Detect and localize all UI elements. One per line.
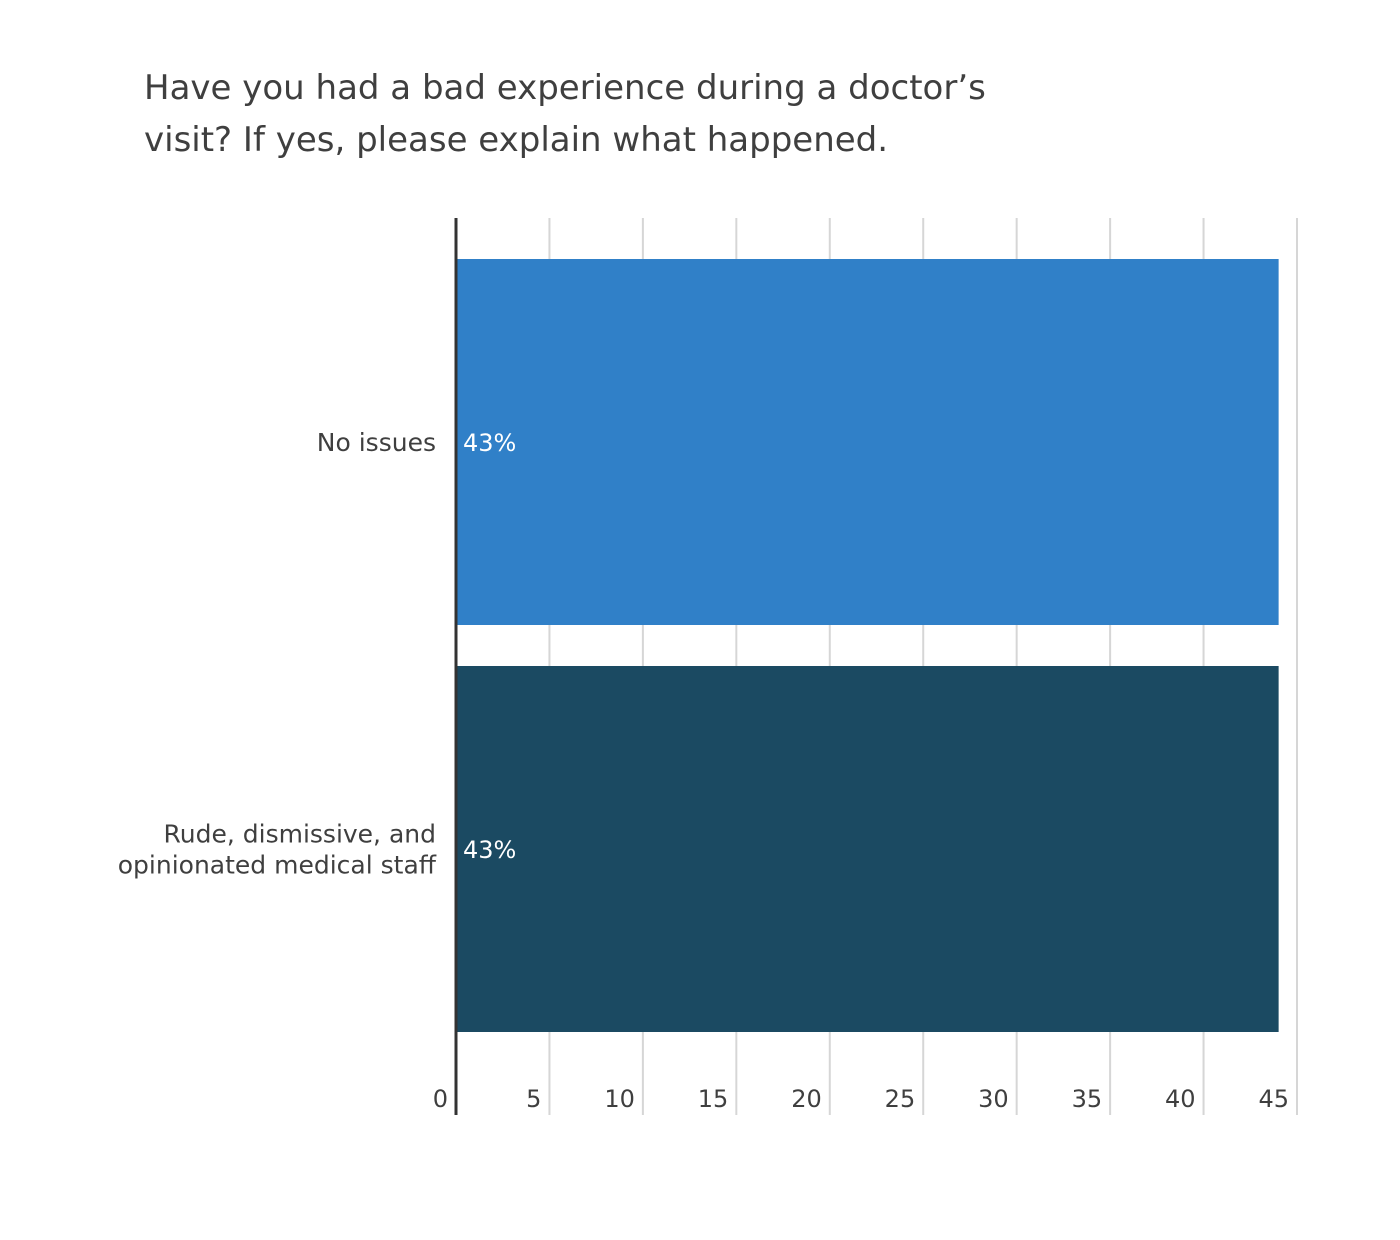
x-tick-label-5: 25 (885, 1085, 916, 1113)
x-tick-label-0: 0 (433, 1085, 448, 1113)
category-label-1-line-0: Rude, dismissive, and (164, 820, 436, 849)
x-tick-label-4: 20 (791, 1085, 822, 1113)
category-label-1-line-1: opinionated medical staff (118, 851, 437, 880)
chart-title: Have you had a bad experience during a d… (144, 62, 1044, 166)
x-tick-label-1: 5 (526, 1085, 541, 1113)
chart-title-line-2: visit? If yes, please explain what happe… (144, 120, 889, 160)
category-labels: No issues Rude, dismissive, and opinionate… (118, 428, 437, 880)
category-label-0-line-0: No issues (317, 428, 436, 457)
x-tick-label-7: 35 (1072, 1085, 1103, 1113)
x-tick-label-2: 10 (604, 1085, 635, 1113)
x-tick-label-6: 30 (978, 1085, 1009, 1113)
data-label-0: 43% (463, 429, 516, 457)
chart-title-line-1: Have you had a bad experience during a d… (144, 68, 986, 108)
x-tick-label-9: 45 (1258, 1085, 1289, 1113)
bar-0 (457, 259, 1279, 625)
x-tick-labels: 0 5 10 15 20 25 30 35 40 45 (433, 1085, 1289, 1113)
x-tick-label-8: 40 (1165, 1085, 1196, 1113)
category-label-1: Rude, dismissive, and opinionated medical… (118, 820, 437, 880)
x-tick-label-3: 15 (698, 1085, 729, 1113)
bars (457, 259, 1279, 1032)
bar-1 (457, 666, 1279, 1032)
category-label-0: No issues (317, 428, 436, 457)
data-label-1: 43% (463, 836, 516, 864)
data-labels: 43% 43% (463, 429, 516, 864)
